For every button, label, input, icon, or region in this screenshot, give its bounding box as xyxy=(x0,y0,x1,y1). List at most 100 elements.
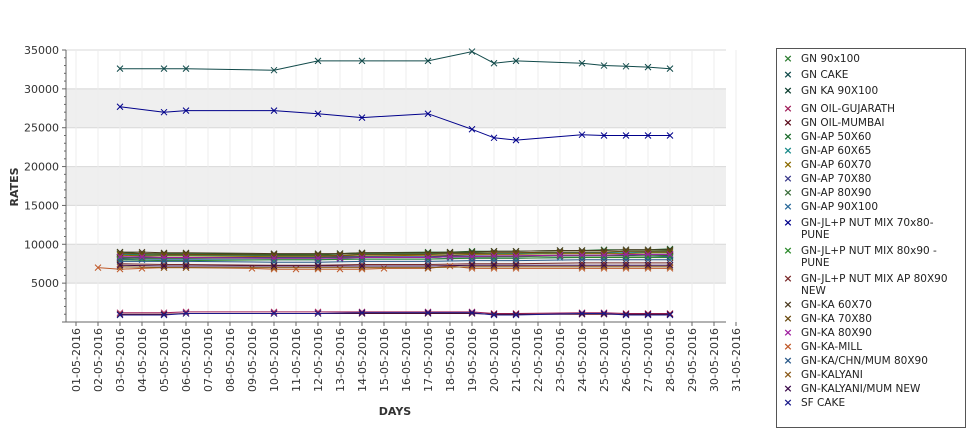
data-point xyxy=(182,107,190,114)
data-point xyxy=(666,261,674,269)
x-tick-label: 09-05-2016 xyxy=(246,328,259,392)
legend-item: × GN-KA 60X70 xyxy=(777,298,965,312)
x-tick-label: 04-05-2016 xyxy=(136,328,149,392)
y-tick-label: 25000 xyxy=(24,122,59,135)
legend-label: GN-KA/CHN/MUM 80X90 xyxy=(801,355,928,367)
legend-item: × GN-KA 80X90 xyxy=(777,327,965,340)
legend-label: GN-KA-MILL xyxy=(801,341,863,353)
legend-item: × GN-JL+P NUT MIX AP 80X90 NEW xyxy=(777,273,965,298)
data-point xyxy=(116,310,124,318)
data-point xyxy=(116,65,124,73)
y-tick-label: 35000 xyxy=(24,44,59,57)
grid-band-0 xyxy=(66,244,726,284)
legend-marker-icon: × xyxy=(783,68,793,81)
data-point xyxy=(358,114,366,121)
y-tick-label: 15000 xyxy=(24,199,59,212)
legend-marker-icon: × xyxy=(783,144,793,157)
data-point xyxy=(424,309,432,317)
legend-item: × GN-KALYANI/MUM NEW xyxy=(777,383,965,396)
legend-label: GN-JL+P NUT MIX 70x80-PUNE xyxy=(801,217,934,241)
data-point xyxy=(424,310,432,317)
legend-marker-icon: × xyxy=(783,312,793,325)
x-tick-label: 13-05-2016 xyxy=(334,328,347,392)
data-point xyxy=(138,265,146,272)
data-point xyxy=(138,250,146,257)
data-point xyxy=(138,253,146,261)
data-point xyxy=(490,311,498,319)
data-point xyxy=(490,310,498,318)
data-point xyxy=(644,251,652,258)
data-point xyxy=(182,65,190,73)
data-point xyxy=(600,256,608,264)
data-point xyxy=(644,247,652,255)
data-point xyxy=(666,65,674,73)
data-point xyxy=(622,256,630,264)
series-16 xyxy=(116,251,674,262)
x-tick-label: 17-05-2016 xyxy=(422,328,435,392)
data-point xyxy=(666,247,674,255)
legend-item: × GN CAKE xyxy=(777,68,965,82)
x-tick-label: 20-05-2016 xyxy=(488,328,501,392)
legend-label: GN-KALYANI/MUM NEW xyxy=(801,383,921,395)
data-point xyxy=(600,261,608,269)
data-point xyxy=(578,256,586,264)
legend-label: GN-AP 80X90 xyxy=(801,187,872,199)
data-point xyxy=(358,262,366,270)
data-point xyxy=(512,261,520,269)
legend-item: × GN-AP 60X70 xyxy=(777,158,965,172)
legend-marker-icon: × xyxy=(783,186,793,199)
y-tick-label: 5000 xyxy=(31,277,59,290)
data-point xyxy=(116,263,124,271)
data-point xyxy=(468,261,476,269)
x-tick-label: 02-05-2016 xyxy=(92,328,105,392)
series-line xyxy=(120,51,671,71)
data-point xyxy=(512,57,520,65)
legend-label: SF CAKE xyxy=(801,397,846,409)
data-point xyxy=(314,251,322,259)
data-point xyxy=(336,251,344,259)
data-point xyxy=(512,249,520,257)
data-point xyxy=(358,310,366,317)
legend-label: GN-AP 70X80 xyxy=(801,173,872,185)
legend-marker-icon: × xyxy=(783,244,793,257)
x-tick-label: 21-05-2016 xyxy=(510,328,523,392)
series-1 xyxy=(116,48,674,74)
data-point xyxy=(270,262,278,270)
data-point xyxy=(182,251,190,258)
legend-marker-icon: × xyxy=(783,354,793,367)
data-point xyxy=(270,310,278,317)
y-tick-label: 10000 xyxy=(24,238,59,251)
legend-label: GN-JL+P NUT MIX AP 80X90 NEW xyxy=(801,273,948,297)
x-tick-label: 27-05-2016 xyxy=(642,328,655,392)
data-point xyxy=(644,310,652,318)
x-tick-label: 05-05-2016 xyxy=(158,328,171,392)
legend-marker-icon: × xyxy=(783,200,793,213)
x-tick-label: 28-05-2016 xyxy=(664,328,677,392)
data-point xyxy=(160,108,168,116)
data-point xyxy=(490,249,498,257)
data-point xyxy=(314,310,322,317)
legend-marker-icon: × xyxy=(783,158,793,171)
legend-label: GN-KALYANI xyxy=(801,369,863,381)
data-point xyxy=(622,251,630,258)
data-point xyxy=(490,261,498,269)
data-point xyxy=(644,132,652,139)
legend-marker-icon: × xyxy=(783,298,793,311)
legend-marker-icon: × xyxy=(783,216,793,229)
data-point xyxy=(644,311,652,319)
x-tick-label: 29-05-2016 xyxy=(686,328,699,392)
data-point xyxy=(600,62,608,69)
chart-legend: × GN 90x100 × GN CAKE × GN KA 90X100 × GN OIL-G… xyxy=(776,48,966,428)
data-point xyxy=(490,134,498,142)
data-point xyxy=(424,251,432,258)
series-18 xyxy=(116,256,674,266)
x-tick-label: 24-05-2016 xyxy=(576,328,589,392)
data-point xyxy=(600,310,608,317)
legend-item: × GN-KA/CHN/MUM 80X90 xyxy=(777,354,965,368)
axes xyxy=(62,49,737,326)
data-point xyxy=(468,125,476,133)
data-point xyxy=(160,311,168,319)
data-point xyxy=(578,310,586,318)
data-point xyxy=(666,251,674,258)
x-tick-label: 16-05-2016 xyxy=(400,328,413,392)
